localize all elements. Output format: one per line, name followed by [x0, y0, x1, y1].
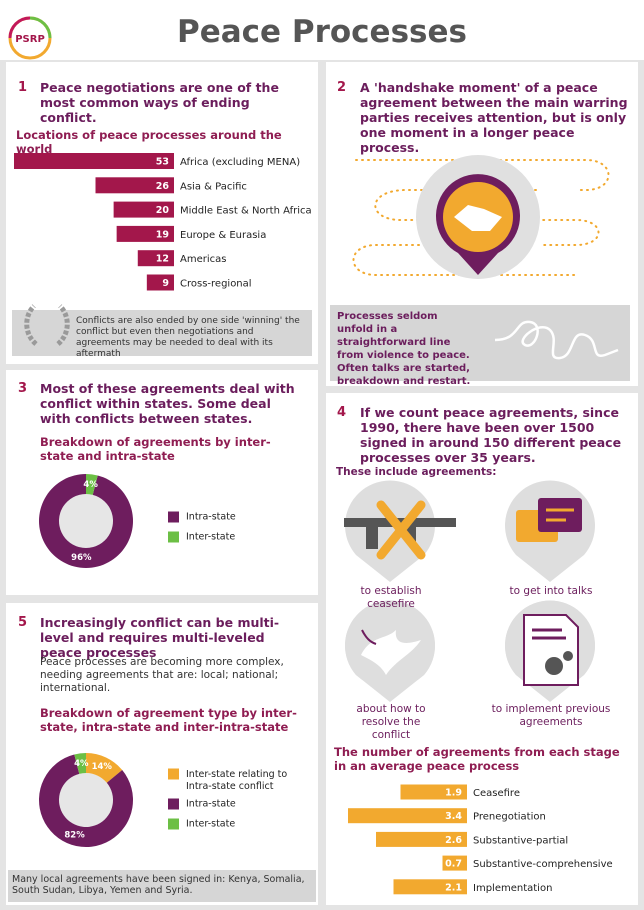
chart: 53 Africa (excluding MENA) 26 Asia & Pacifi… [14, 153, 312, 291]
legend-label: Inter-state relating to Intra-state conf… [186, 769, 290, 792]
chart: 96% Intra-state 4% Inter-state [38, 474, 236, 568]
value-label: 0.7 [445, 859, 462, 870]
subheading: These include agreements: [336, 466, 497, 478]
note-text: Processes seldom unfold in a straightfor… [337, 311, 471, 387]
bar [348, 808, 467, 824]
legend-label: Inter-state [186, 819, 235, 830]
chart-title: Locations of peace processes around the … [16, 128, 282, 156]
agreement-icons [345, 600, 595, 702]
legend-swatch [168, 768, 179, 780]
note-text: Many local agreements have been signed i… [12, 874, 305, 896]
bar [442, 855, 467, 871]
value-label: 53 [156, 157, 169, 168]
legend-swatch [168, 511, 179, 523]
page-title: Peace Processes [177, 14, 467, 50]
bar [393, 879, 467, 895]
chart: 1.9 Ceasefire 3.4 Prenegotiation 2.6 Substant… [348, 784, 613, 895]
section-number: 2 [337, 80, 347, 95]
bar [400, 784, 467, 800]
value-label: 96% [71, 553, 92, 563]
category-label: Asia & Pacific [180, 181, 247, 192]
value-label: 4% [83, 480, 98, 490]
note-box [12, 310, 312, 356]
logo: PSRP [8, 16, 52, 60]
category-label: Substantive-comprehensive [473, 859, 613, 870]
chart-title: The number of agreements from each stage… [334, 745, 620, 773]
section-heading: A 'handshake moment' of a peace agreemen… [360, 80, 628, 155]
value-label: 26 [156, 181, 170, 192]
chart: 14% Inter-state relating to Intra-state c… [39, 753, 290, 847]
laurel-icon [24, 304, 70, 346]
path-illustration [352, 155, 610, 279]
bar [116, 225, 174, 242]
value-label: 14% [92, 762, 113, 772]
category-label: Cross-regional [180, 279, 252, 290]
value-label: 19 [156, 229, 169, 240]
value-label: 20 [156, 205, 170, 216]
chart-title: Breakdown of agreements by inter-state a… [40, 435, 271, 463]
category-label: Americas [180, 254, 226, 265]
value-label: 2.6 [445, 835, 462, 846]
panel [6, 603, 318, 905]
category-label: Europe & Eurasia [180, 230, 266, 241]
note-text: Conflicts are also ended by one side 'wi… [76, 316, 300, 359]
section-number: 4 [337, 405, 347, 420]
value-label: 3.4 [445, 811, 462, 822]
note-box [330, 305, 630, 381]
bar [95, 177, 174, 194]
header [0, 0, 644, 60]
legend-label: Intra-state [186, 512, 236, 523]
bar [113, 201, 174, 218]
legend-swatch [168, 818, 179, 830]
pie-slice [86, 753, 123, 783]
legend-swatch [168, 798, 179, 810]
chart-title: Breakdown of agreement type by inter-sta… [40, 706, 297, 734]
bar [14, 153, 174, 169]
section-number: 5 [18, 615, 28, 630]
pie-slice [86, 474, 98, 495]
category-label: Africa (excluding MENA) [180, 157, 300, 168]
category-label: Substantive-partial [473, 835, 568, 846]
legend-label: Inter-state [186, 532, 235, 543]
section-number: 3 [18, 381, 28, 396]
pie-slice [74, 753, 86, 774]
scribble-icon [494, 320, 619, 360]
legend-swatch [168, 531, 179, 543]
section-heading: Peace negotiations are one of the most c… [40, 80, 279, 125]
donut-hole [59, 773, 113, 827]
section-number: 1 [18, 80, 28, 95]
value-label: 4% [74, 759, 89, 769]
category-label: Prenegotiation [473, 812, 546, 823]
section-text: Peace processes are becoming more comple… [40, 656, 284, 694]
legend-label: Intra-state [186, 799, 236, 810]
item-label: to establish ceasefire [360, 585, 422, 610]
pie-slice [38, 474, 133, 568]
category-label: Ceasefire [473, 788, 520, 799]
bar [376, 831, 467, 847]
note-box [8, 870, 316, 902]
value-label: 82% [64, 831, 85, 841]
category-label: Implementation [473, 883, 552, 894]
section-heading: If we count peace agreements, since 1990… [360, 405, 622, 465]
bar [137, 250, 174, 267]
item-label: to implement previous agreements [491, 703, 611, 728]
logo-text: PSRP [15, 34, 45, 45]
value-label: 1.9 [445, 788, 462, 799]
pie-slice [39, 754, 133, 847]
category-label: Middle East & North Africa [180, 206, 312, 217]
bar [146, 274, 174, 291]
value-label: 9 [162, 278, 169, 289]
value-label: 2.1 [445, 882, 462, 893]
item-label: to get into talks [509, 585, 593, 597]
value-label: 12 [156, 254, 169, 265]
section-heading: Most of these agreements deal with confl… [40, 381, 295, 426]
section-heading: Increasingly conflict can be multi-level… [40, 615, 280, 660]
item-label: about how to resolve the conflict [356, 703, 426, 741]
donut-hole [59, 494, 113, 548]
